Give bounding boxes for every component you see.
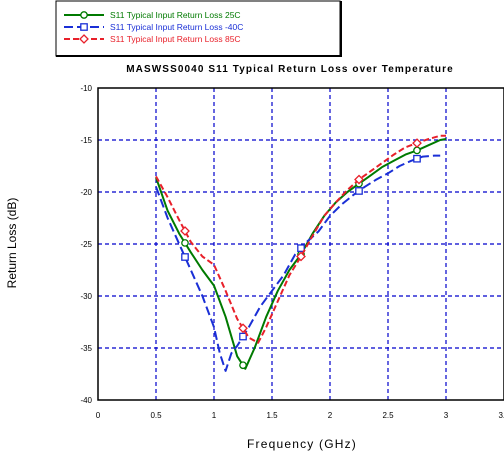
series-point xyxy=(297,244,305,253)
legend: S11 Typical Input Return Loss 25C S11 Typ… xyxy=(55,0,342,57)
x-tick-label: 1.5 xyxy=(266,411,278,420)
series-point xyxy=(181,253,189,261)
series-layer xyxy=(155,134,447,372)
legend-item: S11 Typical Input Return Loss 25C xyxy=(64,10,241,20)
legend-label: S11 Typical Input Return Loss 85C xyxy=(110,34,241,44)
y-tick-label: -20 xyxy=(80,188,92,197)
legend-item: S11 Typical Input Return Loss -40C xyxy=(64,22,243,32)
series-point xyxy=(181,239,189,247)
y-tick-label: -15 xyxy=(80,136,92,145)
x-tick-label: 2.5 xyxy=(382,411,394,420)
x-tick-label: 0.5 xyxy=(150,411,162,420)
legend-marker xyxy=(80,23,88,31)
series-point xyxy=(296,251,306,262)
series-point xyxy=(412,138,422,149)
x-tick-label: 3.5 xyxy=(498,411,504,420)
y-tick-label: -10 xyxy=(80,84,92,93)
series-point xyxy=(413,154,421,163)
x-tick-label: 0 xyxy=(96,411,101,420)
legend-label: S11 Typical Input Return Loss -40C xyxy=(110,22,243,32)
chart-title: MASWSS0040 S11 Typical Return Loss over … xyxy=(126,64,454,75)
series-line xyxy=(155,134,446,344)
series-point xyxy=(238,323,248,334)
y-tick-label: -30 xyxy=(80,292,92,301)
series-point xyxy=(180,226,190,236)
x-axis-label: Frequency (GHz) xyxy=(247,437,357,451)
y-axis-label: Return Loss (dB) xyxy=(5,198,19,289)
series-point xyxy=(239,332,247,341)
x-tick-label: 3 xyxy=(444,411,449,420)
plot-area xyxy=(97,87,504,401)
x-tick-label: 2 xyxy=(328,411,333,420)
legend-label: S11 Typical Input Return Loss 25C xyxy=(110,10,241,20)
series-point xyxy=(354,174,364,185)
x-tick-label: 1 xyxy=(212,411,217,420)
plot-border xyxy=(97,87,504,401)
x-axis-ticks: 0 0.5 1 1.5 2 2.5 3 3.5 xyxy=(96,411,504,420)
legend-marker xyxy=(80,11,88,19)
legend-item: S11 Typical Input Return Loss 85C xyxy=(64,34,241,44)
series-point xyxy=(239,361,247,370)
series-line xyxy=(155,154,441,372)
y-tick-label: -25 xyxy=(80,240,92,249)
y-tick-label: -40 xyxy=(80,396,92,405)
legend-frame xyxy=(55,0,341,57)
grid xyxy=(98,88,504,400)
y-tick-label: -35 xyxy=(80,344,92,353)
series-2 xyxy=(155,154,441,372)
series-point xyxy=(355,187,363,195)
y-axis-ticks: -10 -15 -20 -25 -30 -35 -40 xyxy=(80,84,92,405)
series-point xyxy=(413,146,421,155)
series-3 xyxy=(155,134,446,344)
legend-marker xyxy=(79,34,89,44)
